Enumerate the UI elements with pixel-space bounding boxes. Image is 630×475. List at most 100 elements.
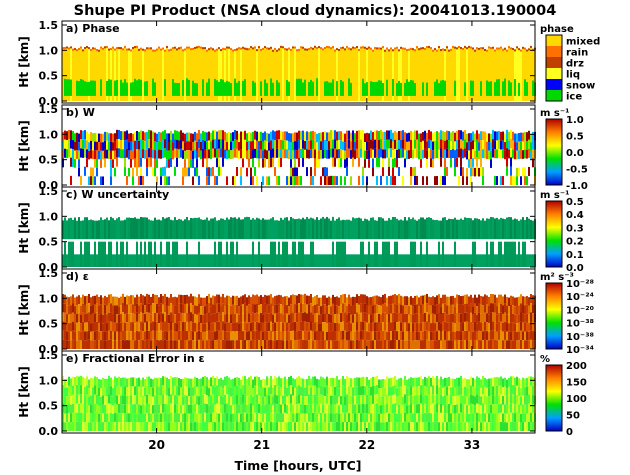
phase-drz (322, 48, 324, 51)
eps-cell (392, 339, 394, 349)
w-cell (106, 149, 108, 159)
phase-mixed (318, 46, 320, 101)
eps-cell (370, 340, 372, 349)
err-cell (438, 396, 440, 405)
w-cell (122, 140, 124, 150)
eps-cell (358, 304, 360, 314)
err-cell (262, 413, 264, 423)
eps-cell (178, 321, 180, 331)
eps-cell (110, 303, 112, 313)
w-cell (230, 141, 232, 151)
err-cell (452, 387, 454, 397)
colorbar-ramp (546, 201, 562, 267)
err-cell (348, 413, 350, 423)
eps-cell (210, 340, 212, 349)
phase-ice (510, 82, 512, 96)
err-cell (86, 403, 88, 413)
err-cell (150, 396, 152, 405)
eps-cell (198, 303, 200, 313)
unc-cell (306, 216, 308, 240)
err-cell (456, 395, 458, 405)
eps-cell (252, 294, 254, 304)
phase-mixed (220, 49, 222, 101)
phase-drz (474, 49, 476, 52)
w-cell (272, 157, 274, 167)
phase-drz (446, 46, 448, 49)
err-cell (198, 396, 200, 405)
phase-mixed (102, 47, 104, 101)
eps-cell (78, 331, 80, 341)
unc-cell-low (432, 254, 434, 267)
eps-cell (300, 303, 302, 313)
eps-cell (126, 295, 128, 305)
w-cell (382, 131, 384, 141)
w-cell (126, 139, 128, 149)
eps-cell (434, 305, 436, 315)
w-cell (320, 132, 322, 142)
err-cell (112, 413, 114, 423)
unc-cell (344, 220, 346, 240)
eps-cell (518, 322, 520, 332)
w-cell (232, 132, 234, 141)
unc-cell-low (96, 254, 98, 267)
err-cell (206, 395, 208, 405)
err-cell (236, 422, 238, 431)
eps-cell (446, 322, 448, 332)
err-cell (446, 413, 448, 423)
err-cell (498, 395, 500, 405)
err-cell (286, 396, 288, 406)
w-cell (352, 130, 354, 140)
err-cell (248, 377, 250, 387)
phase-mixed (308, 48, 310, 101)
w-cell (368, 150, 370, 160)
err-cell (470, 394, 472, 404)
unc-cell (480, 220, 482, 240)
eps-cell (384, 339, 386, 349)
unc-cell (138, 218, 140, 240)
err-cell (396, 413, 398, 423)
err-cell (406, 379, 408, 389)
eps-cell (254, 295, 256, 305)
err-cell (118, 403, 120, 413)
w-cell (474, 150, 476, 160)
phase-ice (396, 83, 398, 96)
eps-cell (416, 331, 418, 341)
err-cell (370, 413, 372, 423)
unc-cell (374, 220, 376, 240)
w-cell (196, 159, 198, 168)
err-cell (78, 394, 80, 404)
unc-cell-low (100, 241, 102, 267)
eps-cell (374, 304, 376, 314)
eps-cell (400, 331, 402, 341)
err-cell (338, 405, 340, 414)
eps-cell (130, 331, 132, 341)
w-cell (86, 149, 88, 159)
err-cell (408, 404, 410, 414)
phase-drz (404, 47, 406, 50)
unc-cell (530, 219, 532, 240)
err-cell (504, 422, 506, 431)
unc-cell (346, 219, 348, 240)
w-cell (86, 158, 88, 168)
eps-cell (300, 330, 302, 340)
eps-cell (518, 314, 520, 323)
err-cell (494, 413, 496, 423)
err-cell (494, 377, 496, 387)
eps-cell (328, 331, 330, 341)
w-cell (400, 148, 402, 158)
err-cell (292, 413, 294, 423)
eps-cell (334, 305, 336, 315)
err-cell (96, 386, 98, 396)
err-cell (68, 376, 70, 386)
w-cell (348, 148, 350, 158)
eps-cell (252, 339, 254, 349)
eps-cell (440, 323, 442, 332)
err-cell (368, 405, 370, 414)
w-cell (86, 131, 88, 141)
err-cell (210, 386, 212, 396)
err-cell (228, 413, 230, 423)
err-cell (292, 378, 294, 387)
eps-cell (444, 303, 446, 313)
phase-drz (172, 47, 174, 50)
w-cell (316, 150, 318, 160)
